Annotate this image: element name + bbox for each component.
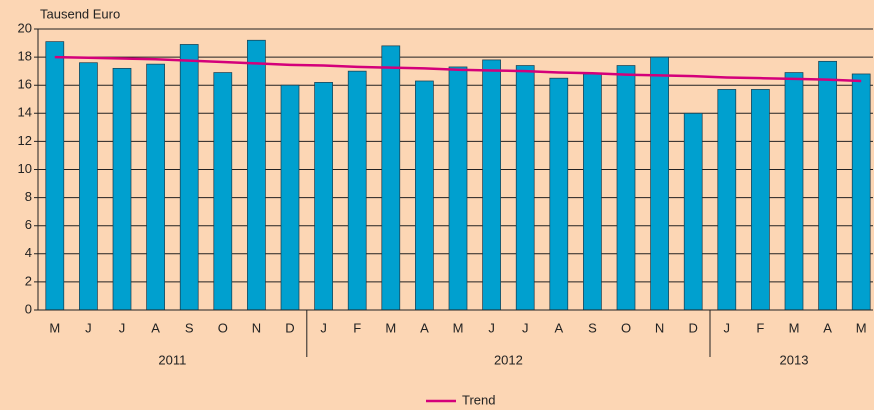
y-tick-label: 18 [18,49,32,64]
x-tick-label: J [119,320,126,335]
x-tick-label: J [488,320,495,335]
y-tick-label: 20 [18,20,32,35]
bar [415,80,434,311]
x-tick-label: J [320,320,327,335]
bar [616,65,636,311]
bar [784,72,804,311]
x-tick-label: M [453,320,464,335]
y-tick-label: 16 [18,77,32,92]
bar [683,112,703,311]
x-tick-label: N [655,320,664,335]
bar [79,62,98,311]
y-tick-label: 12 [18,133,32,148]
y-tick-label: 2 [25,273,32,288]
x-tick-label: A [554,320,563,335]
bar [112,67,132,311]
x-tick-label: O [621,320,631,335]
x-tick-label: N [252,320,261,335]
y-axis-label: Tausend Euro [40,6,120,21]
bar [851,73,871,311]
bar [448,66,468,311]
bar [381,45,401,311]
bar [179,44,199,311]
bar [549,77,569,311]
y-tick-label: 4 [25,245,32,260]
bar [347,70,367,311]
legend-label: Trend [462,392,495,407]
x-tick-label: A [420,320,429,335]
x-group-label: 2011 [158,352,186,367]
x-tick-label: A [823,320,832,335]
x-tick-label: D [689,320,698,335]
x-group-label: 2012 [494,352,523,367]
x-tick-label: S [185,320,194,335]
bar [583,73,602,311]
x-tick-label: A [151,320,160,335]
bar [818,60,837,311]
bar [213,72,233,311]
bar [515,65,535,311]
x-tick-label: D [285,320,294,335]
x-group-label: 2013 [780,352,809,367]
bar [717,89,737,311]
y-tick-label: 14 [18,105,32,120]
bar [146,63,165,311]
bar [247,39,266,311]
x-tick-label: F [756,320,764,335]
y-tick-label: 10 [18,161,32,176]
trend-line [54,55,862,83]
bar [45,41,65,311]
x-tick-label: M [49,320,60,335]
x-tick-label: F [353,320,361,335]
x-tick-label: M [789,320,800,335]
y-tick-label: 6 [25,217,32,232]
x-tick-label: M [385,320,396,335]
x-tick-label: J [85,320,92,335]
bar [650,56,669,311]
y-tick-label: 8 [25,189,32,204]
bar [314,82,333,311]
bar [280,84,300,311]
bar [751,89,770,311]
x-tick-label: J [522,320,529,335]
x-tick-label: S [588,320,597,335]
x-tick-label: J [724,320,731,335]
bar [482,59,501,311]
y-tick-label: 0 [25,301,32,316]
x-tick-label: O [218,320,228,335]
x-tick-label: M [856,320,867,335]
